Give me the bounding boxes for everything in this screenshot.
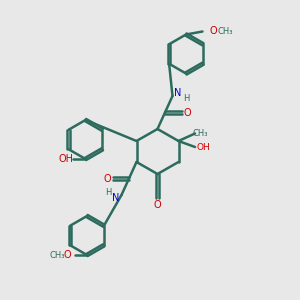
Text: O: O: [154, 200, 161, 211]
Text: H: H: [105, 188, 111, 197]
Text: CH₃: CH₃: [49, 250, 65, 260]
Text: H: H: [183, 94, 189, 103]
Text: CH₃: CH₃: [193, 129, 208, 138]
Text: O: O: [183, 107, 191, 118]
Text: OH: OH: [58, 154, 74, 164]
Text: CH₃: CH₃: [217, 27, 233, 36]
Text: O: O: [64, 250, 71, 260]
Text: OH: OH: [196, 142, 210, 152]
Text: O: O: [209, 26, 217, 37]
Text: N: N: [112, 193, 120, 203]
Text: N: N: [174, 88, 182, 98]
Text: O: O: [103, 173, 111, 184]
